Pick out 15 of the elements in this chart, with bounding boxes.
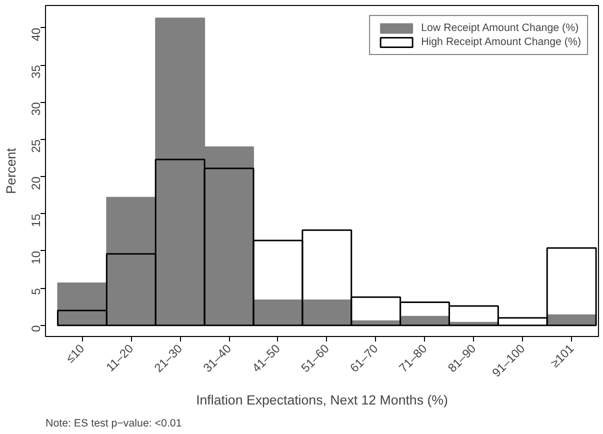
y-tick-label: 30 (29, 102, 43, 116)
y-tick-label: 0 (29, 325, 43, 332)
y-tick-label: 20 (29, 176, 43, 190)
legend-label: Low Receipt Amount Change (%) (421, 22, 579, 34)
y-tick-label: 10 (29, 250, 43, 264)
y-tick-label: 40 (29, 27, 43, 42)
legend-label: High Receipt Amount Change (%) (421, 36, 581, 48)
y-axis-title: Percent (4, 148, 18, 194)
x-axis-title: Inflation Expectations, Next 12 Months (%) (196, 392, 448, 408)
y-tick-label: 15 (29, 213, 43, 228)
text: Note: ES test p−value: <0.01 (46, 418, 182, 430)
y-tick-label: 25 (29, 139, 43, 153)
x-tick-label: ≤10 (63, 341, 88, 366)
y-tick-label: 35 (29, 64, 43, 78)
y-tick-label: 5 (29, 288, 43, 295)
